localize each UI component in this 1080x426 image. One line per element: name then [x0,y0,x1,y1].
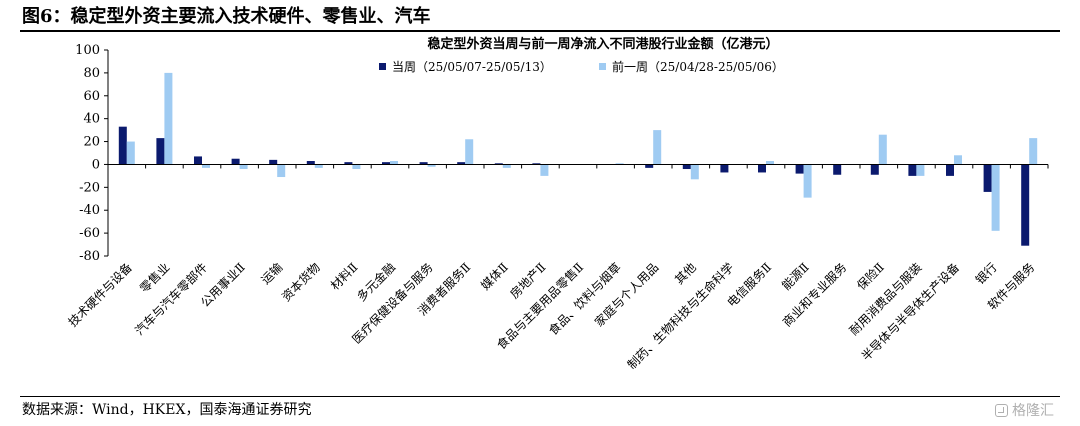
chart-title: 稳定型外资当周与前一周净流入不同港股行业金额（亿港元） [427,36,778,52]
bar-current-week [419,162,428,165]
bar-current-week [946,164,954,176]
bar-previous-week [690,164,699,180]
source-note: 数据来源：Wind，HKEX，国泰海通证券研究 [22,402,312,418]
bar-previous-week [427,164,436,167]
bar-previous-week [126,141,135,165]
bar-chart: 稳定型外资当周与前一周净流入不同港股行业金额（亿港元） 当周（25/05/07-… [66,36,1049,372]
bar-previous-week [314,164,323,168]
bar-current-week [494,163,503,165]
bar-previous-week [766,161,774,165]
y-tick-label: -80 [79,249,100,264]
bar-previous-week [239,164,248,170]
bar-current-week [833,164,842,175]
bar-previous-week [390,161,398,165]
bar-current-week [1021,164,1030,246]
y-tick-label: 60 [83,89,100,104]
bar-previous-week [540,164,549,176]
title-rule [20,30,1060,32]
bar-previous-week [916,164,925,176]
y-tick-label: 0 [92,157,100,172]
legend: 当周（25/05/07-25/05/13） 前一周（25/04/28-25/05… [379,59,784,74]
bar-current-week [156,138,165,165]
bar-previous-week [878,134,887,165]
x-tick-label: 技术硬件与设备 [66,260,135,329]
bar-previous-week [352,164,361,170]
x-tick-label: 商业和专业服务 [779,260,849,330]
bar-current-week [269,159,278,165]
bar-previous-week [164,72,173,165]
y-tick-label: 40 [83,112,100,127]
bar-current-week [118,126,127,165]
bar-previous-week [954,155,962,165]
bar-previous-week [653,130,662,165]
x-tick-label: 其他 [672,260,699,287]
bar-current-week [457,162,466,165]
watermark: 格隆汇 [995,400,1054,420]
bar-current-week [194,156,202,165]
bar-previous-week [277,164,286,178]
legend-swatch-current [379,63,386,70]
legend-swatch-previous [599,63,606,70]
x-tick-label: 能源Ⅱ [779,260,812,293]
bar-current-week [795,164,804,174]
bar-current-week [645,164,654,168]
figure-title: 图6：稳定型外资主要流入技术硬件、零售业、汽车 [22,6,431,27]
bar-previous-week [465,139,474,165]
x-tick-label: 保险Ⅱ [854,260,887,293]
bar-current-week [344,162,353,165]
bar-current-week [720,164,729,173]
legend-label-current: 当周（25/05/07-25/05/13） [392,60,552,74]
bar-current-week [682,164,691,170]
bar-current-week [908,164,917,176]
legend-label-previous: 前一周（25/04/28-25/05/06） [612,59,784,74]
bar-current-week [231,158,240,165]
bar-previous-week [803,164,812,198]
watermark-text: 格隆汇 [1012,403,1054,419]
x-tick-label: 运输 [258,260,286,288]
y-tick-label: -60 [79,226,100,241]
bar-previous-week [502,164,511,168]
watermark-logo-icon [995,403,1008,417]
footer-rule [20,396,1060,397]
bar-current-week [532,163,541,165]
bar-current-week [758,164,766,173]
bar-current-week [983,164,992,192]
x-tick-label: 材料Ⅱ [328,260,361,293]
y-tick-label: 100 [75,43,100,58]
x-tick-label: 零售业 [136,260,172,296]
bar-current-week [306,161,315,165]
y-tick-label: -40 [79,203,100,218]
bar-previous-week [202,164,210,168]
x-tick-label: 银行 [973,260,1000,287]
x-tick-label: 资本货物 [278,260,323,305]
bar-previous-week [991,164,1000,231]
bar-previous-week [615,163,624,165]
bar-current-week [870,164,879,175]
y-tick-label: 80 [83,66,100,81]
bar-previous-week [1029,138,1038,165]
y-tick-label: -20 [79,180,100,195]
y-tick-label: 20 [83,135,100,150]
x-tick-label: 家庭与个人用品 [591,260,661,330]
bar-current-week [382,162,390,165]
x-tick-label: 媒体Ⅱ [478,260,511,293]
